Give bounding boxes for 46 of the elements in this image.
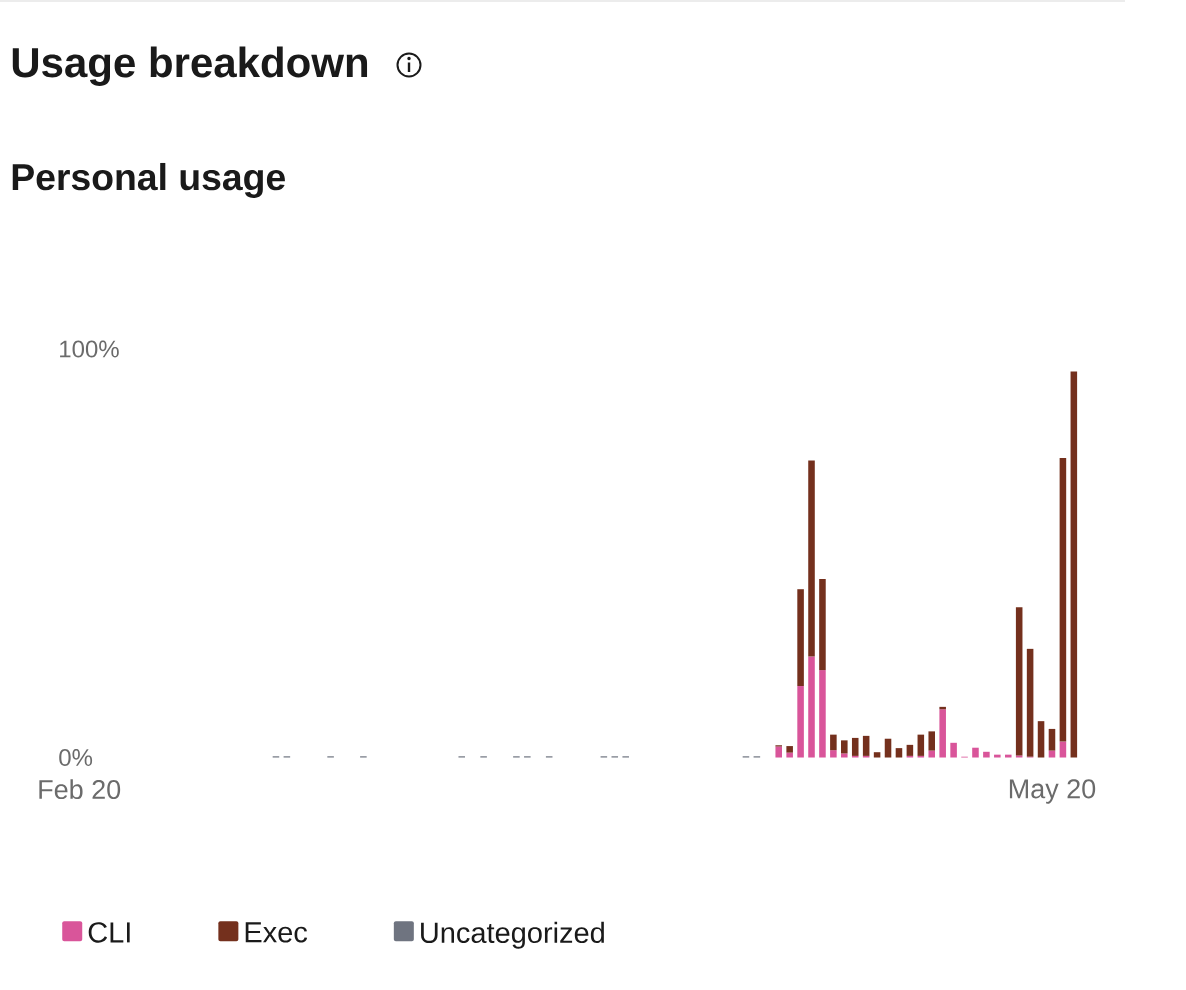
bar bbox=[819, 579, 826, 671]
bar bbox=[797, 589, 804, 687]
bar bbox=[851, 737, 859, 756]
x-tick-label: May 20 bbox=[1009, 779, 1096, 804]
bar bbox=[841, 753, 848, 758]
bar bbox=[1015, 755, 1023, 758]
bar bbox=[906, 744, 914, 756]
bar bbox=[1059, 458, 1067, 742]
bar bbox=[983, 751, 990, 758]
bar bbox=[830, 734, 837, 751]
bar bbox=[1070, 371, 1078, 758]
y-tick-label: 0% bbox=[59, 749, 93, 767]
y-tick-label: 100% bbox=[60, 340, 119, 358]
bar bbox=[1037, 721, 1045, 758]
legend-label: Exec bbox=[245, 922, 308, 943]
bar bbox=[819, 670, 826, 758]
bar bbox=[895, 748, 903, 758]
bar bbox=[797, 686, 804, 758]
bar bbox=[1026, 648, 1034, 757]
legend-label: Uncategorized bbox=[421, 921, 604, 949]
bar bbox=[939, 709, 946, 758]
bar bbox=[873, 752, 881, 758]
chart-subtitle: Personal usage bbox=[12, 162, 285, 198]
chart-title: Usage breakdown bbox=[12, 46, 368, 86]
bar bbox=[1015, 607, 1023, 756]
x-tick-label: Feb 20 bbox=[39, 779, 121, 800]
bar bbox=[1004, 754, 1012, 758]
bar bbox=[841, 740, 848, 754]
bar bbox=[786, 746, 793, 753]
bar bbox=[994, 754, 1001, 758]
bar bbox=[1059, 741, 1067, 758]
bar bbox=[1048, 728, 1056, 751]
bar bbox=[950, 742, 957, 758]
bar bbox=[808, 656, 815, 758]
bar bbox=[884, 738, 892, 758]
bar bbox=[862, 735, 870, 756]
bar bbox=[928, 750, 936, 758]
bar bbox=[972, 747, 979, 758]
bar bbox=[928, 731, 936, 751]
bar bbox=[917, 734, 925, 756]
bar bbox=[830, 750, 837, 758]
legend-label: CLI bbox=[88, 922, 130, 943]
bar bbox=[775, 746, 782, 758]
bar bbox=[808, 460, 815, 657]
bar bbox=[1048, 750, 1056, 758]
bar bbox=[786, 752, 793, 758]
